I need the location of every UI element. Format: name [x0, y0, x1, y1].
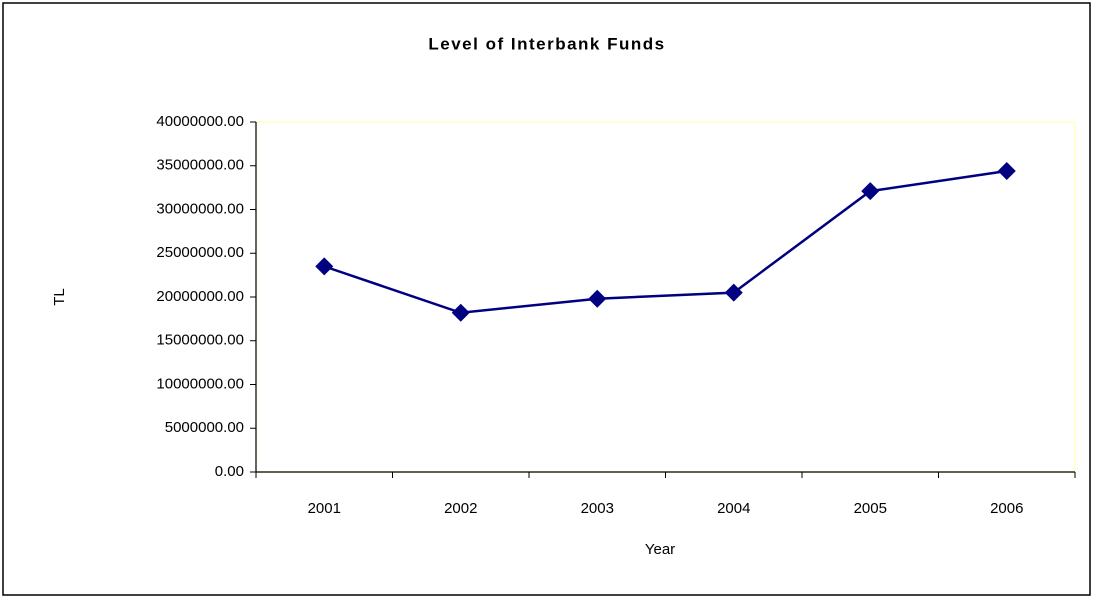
data-marker: [724, 283, 743, 302]
data-marker: [861, 182, 880, 201]
x-tick-label: 2003: [581, 500, 614, 517]
y-tick-label: 25000000.00: [156, 244, 244, 261]
data-marker: [588, 289, 607, 308]
x-axis-label: Year: [645, 541, 675, 558]
y-axis-label: TL: [51, 288, 68, 306]
x-tick-label: 2002: [444, 500, 477, 517]
y-tick-label: 5000000.00: [165, 419, 244, 436]
y-tick-label: 0.00: [215, 463, 244, 480]
x-tick-label: 2004: [717, 500, 750, 517]
y-tick-label: 15000000.00: [156, 332, 244, 349]
x-tick-label: 2005: [854, 500, 887, 517]
chart-title: Level of Interbank Funds: [428, 34, 665, 53]
x-tick-label: 2001: [308, 500, 341, 517]
data-line: [323, 169, 1007, 315]
data-marker: [315, 257, 334, 276]
data-marker: [451, 303, 470, 322]
x-tick-label: 2006: [990, 500, 1023, 517]
y-tick-label: 35000000.00: [156, 157, 244, 174]
y-tick-label: 10000000.00: [156, 375, 244, 392]
y-tick-label: 20000000.00: [156, 288, 244, 305]
y-tick-label: 30000000.00: [156, 200, 244, 217]
y-tick-label: 40000000.00: [156, 113, 244, 130]
data-marker: [997, 162, 1016, 180]
